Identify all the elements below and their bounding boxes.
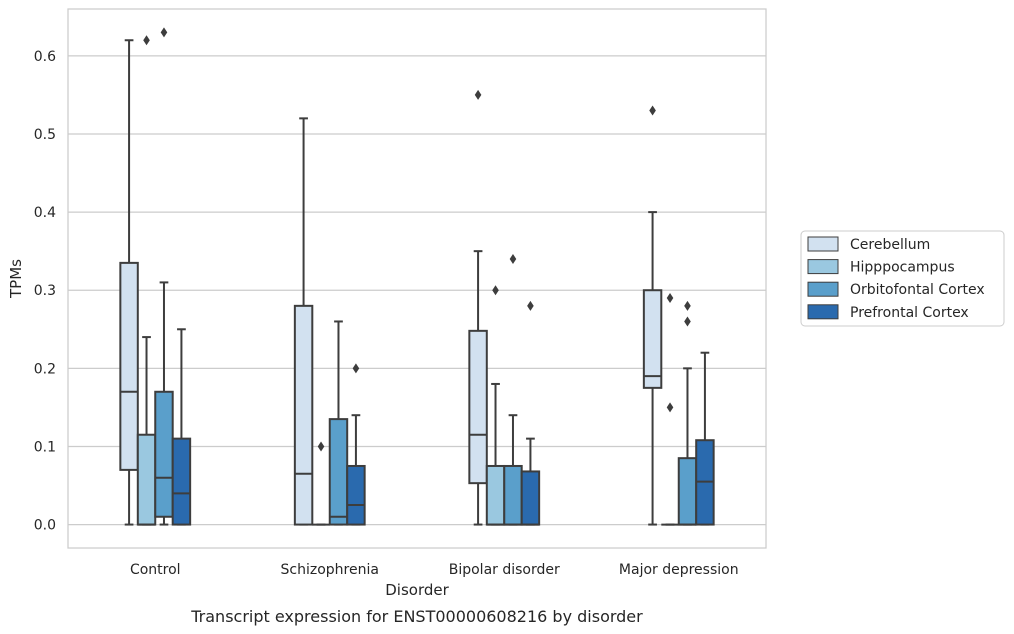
boxes-layer <box>119 27 715 526</box>
box-group <box>171 328 192 526</box>
legend-label: Prefrontal Cortex <box>850 305 969 321</box>
box-group <box>642 105 663 526</box>
box-iqr <box>119 261 139 471</box>
y-tick-label: 0.1 <box>34 439 56 455</box>
outlier-point <box>527 300 534 311</box>
box-iqr <box>154 390 174 518</box>
outlier-point <box>666 293 674 304</box>
legend-label: Cerebellum <box>850 237 930 253</box>
outlier-point <box>143 35 150 46</box>
outlier-point <box>474 89 482 100</box>
box-group <box>136 35 157 526</box>
y-tick-label: 0.0 <box>34 518 56 534</box>
outlier-point <box>684 300 691 311</box>
box-iqr <box>328 418 349 526</box>
box-group <box>677 300 698 526</box>
box-group <box>695 351 715 526</box>
legend-swatch <box>807 304 839 320</box>
box-iqr <box>520 470 541 526</box>
outlier-point <box>160 27 168 38</box>
box-iqr <box>503 464 523 526</box>
y-axis-title: TPMs <box>7 259 25 299</box>
y-tick-labels: 0.0 0.1 0.2 0.3 0.4 0.5 0.6 <box>34 49 56 534</box>
x-tick-label: Major depression <box>619 562 739 578</box>
box-iqr <box>468 329 488 485</box>
x-tick-label: Schizophrenia <box>281 562 379 578</box>
box-iqr <box>677 457 698 526</box>
box-iqr <box>346 464 366 526</box>
box-group <box>661 293 679 526</box>
x-axis-title: Disorder <box>385 581 449 599</box>
box-iqr <box>293 304 314 526</box>
plot-frame <box>67 8 767 549</box>
x-tick-label: Control <box>130 562 181 578</box>
x-tick-label: Bipolar disorder <box>449 562 560 578</box>
box-group <box>346 363 366 526</box>
outlier-point <box>649 105 656 116</box>
x-tick-labels: Control Schizophrenia Bipolar disorder Majo… <box>130 562 739 578</box>
outlier-point <box>317 441 325 452</box>
outlier-point <box>509 253 517 264</box>
legend-frame <box>800 230 1005 327</box>
chart-caption: Transcript expression for ENST0000060821… <box>190 607 643 626</box>
outlier-point <box>352 363 360 374</box>
y-tick-label: 0.3 <box>34 283 56 299</box>
legend-swatch <box>807 259 839 275</box>
legend-swatch <box>807 236 839 252</box>
outlier-point <box>684 316 691 327</box>
y-tick-label: 0.4 <box>34 205 56 221</box>
box-group <box>485 285 506 526</box>
box-iqr <box>485 464 506 526</box>
legend-label: Hipppocampus <box>850 260 955 276</box>
box-group <box>312 441 330 526</box>
box-group <box>154 27 174 526</box>
legend-label: Orbitofontal Cortex <box>850 282 985 298</box>
box-group <box>293 117 314 526</box>
outlier-point <box>492 285 499 296</box>
box-group <box>520 300 541 526</box>
y-tick-label: 0.5 <box>34 127 56 143</box>
box-group <box>468 89 488 526</box>
y-tick-label: 0.2 <box>34 361 56 377</box>
box-iqr <box>171 437 192 526</box>
box-group <box>119 39 139 526</box>
legend: Cerebellum Hipppocampus Orbitofontal Corte… <box>800 230 1005 327</box>
box-iqr <box>136 433 157 526</box>
outlier-point <box>666 402 674 413</box>
box-iqr <box>642 289 663 389</box>
y-tick-label: 0.6 <box>34 49 56 65</box>
legend-swatch <box>807 281 839 297</box>
